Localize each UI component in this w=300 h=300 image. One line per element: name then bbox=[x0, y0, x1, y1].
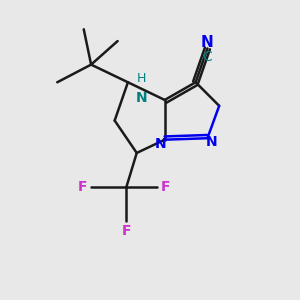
Text: F: F bbox=[78, 180, 88, 194]
Text: F: F bbox=[122, 224, 131, 238]
Text: N: N bbox=[135, 91, 147, 105]
Text: H: H bbox=[136, 72, 146, 85]
Text: N: N bbox=[154, 137, 166, 151]
Text: F: F bbox=[161, 180, 170, 194]
Text: N: N bbox=[201, 35, 214, 50]
Text: N: N bbox=[206, 135, 218, 149]
Text: C: C bbox=[202, 50, 212, 64]
